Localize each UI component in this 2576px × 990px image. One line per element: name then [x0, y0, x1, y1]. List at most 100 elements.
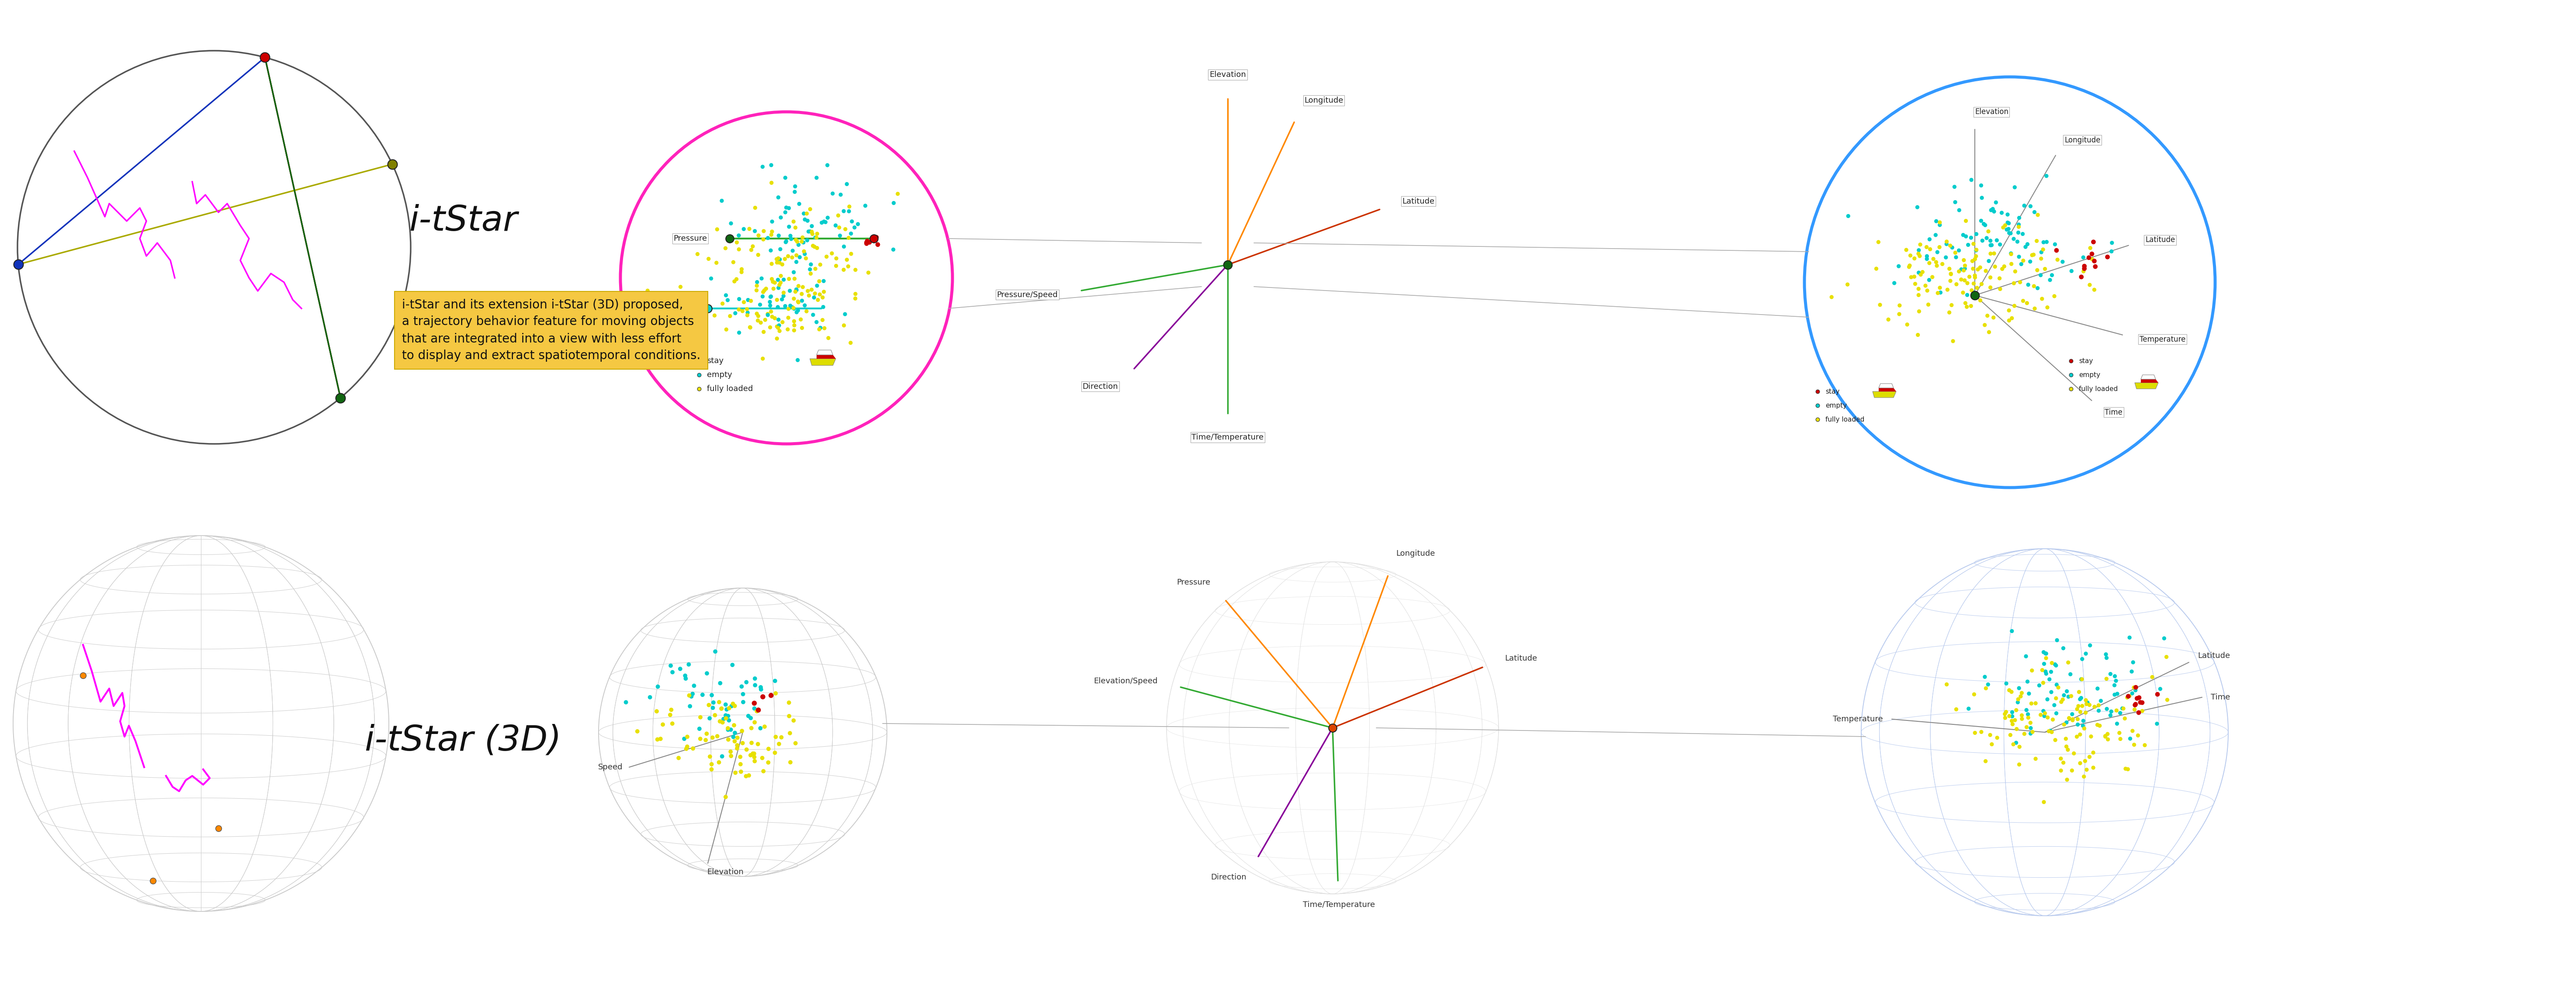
- Point: [685, 726, 726, 742]
- Point: [721, 686, 762, 702]
- Point: [719, 748, 760, 764]
- Point: [811, 186, 853, 202]
- Text: Longitude: Longitude: [2063, 137, 2099, 145]
- Point: [1971, 737, 2012, 752]
- Point: [760, 251, 801, 267]
- Point: [1798, 412, 1839, 428]
- Point: [2035, 690, 2076, 706]
- Point: [791, 218, 832, 234]
- Point: [62, 667, 103, 683]
- Point: [829, 226, 871, 242]
- Point: [778, 237, 819, 252]
- Point: [2092, 235, 2133, 250]
- Point: [711, 748, 752, 764]
- Point: [770, 298, 811, 314]
- Point: [2123, 703, 2164, 719]
- Point: [827, 251, 868, 267]
- Point: [2002, 708, 2043, 724]
- Point: [1935, 701, 1976, 717]
- Point: [2141, 681, 2182, 697]
- Point: [1899, 287, 1940, 303]
- Point: [677, 247, 719, 262]
- Point: [2025, 650, 2066, 666]
- Point: [2045, 739, 2087, 754]
- Point: [773, 264, 814, 280]
- Point: [1899, 281, 1940, 297]
- Point: [1999, 248, 2040, 264]
- Point: [2020, 250, 2061, 266]
- Point: [1968, 676, 2009, 692]
- Point: [2050, 367, 2092, 383]
- Point: [1826, 208, 1868, 224]
- Point: [742, 284, 783, 300]
- Point: [773, 271, 814, 287]
- Point: [1932, 297, 1973, 313]
- Point: [760, 254, 801, 270]
- Point: [799, 286, 840, 302]
- Point: [1986, 215, 2027, 231]
- Point: [1999, 225, 2040, 241]
- Point: [773, 313, 814, 329]
- Point: [2097, 703, 2138, 719]
- Point: [2030, 723, 2071, 739]
- Point: [1888, 259, 1929, 275]
- Point: [757, 312, 799, 328]
- Point: [2087, 646, 2128, 662]
- Point: [701, 675, 742, 691]
- Point: [672, 686, 714, 702]
- Point: [2097, 686, 2138, 702]
- Point: [2009, 198, 2050, 214]
- Point: [706, 287, 747, 303]
- Point: [2048, 654, 2089, 670]
- Point: [1896, 199, 1937, 215]
- Point: [760, 274, 801, 290]
- Point: [1996, 721, 2038, 737]
- Point: [2050, 381, 2092, 397]
- Point: [773, 323, 814, 339]
- Point: [690, 761, 732, 777]
- Point: [742, 324, 783, 340]
- Point: [1973, 246, 2014, 261]
- Text: Temperature: Temperature: [2141, 336, 2184, 344]
- Point: [806, 157, 848, 173]
- Point: [752, 274, 793, 290]
- Point: [824, 239, 866, 254]
- Point: [778, 249, 819, 265]
- Point: [2063, 249, 2105, 265]
- Point: [762, 271, 804, 287]
- Point: [693, 695, 734, 711]
- Point: [2022, 235, 2063, 250]
- Point: [2058, 717, 2099, 733]
- Point: [685, 665, 726, 681]
- Text: Elevation: Elevation: [1208, 70, 1247, 78]
- Point: [708, 732, 750, 747]
- Point: [806, 210, 848, 226]
- Point: [2002, 252, 2043, 268]
- Point: [1986, 222, 2027, 238]
- Point: [804, 321, 845, 337]
- Point: [732, 293, 773, 309]
- Point: [775, 284, 817, 300]
- Point: [2027, 300, 2069, 316]
- Point: [2069, 638, 2110, 653]
- Point: [742, 750, 783, 766]
- Point: [714, 718, 755, 734]
- Point: [1991, 246, 2032, 261]
- Point: [1798, 383, 1839, 399]
- Point: [1929, 238, 1971, 253]
- Point: [1984, 258, 2025, 274]
- Point: [726, 674, 768, 690]
- Point: [2014, 750, 2056, 766]
- Point: [796, 261, 837, 277]
- Point: [845, 198, 886, 214]
- Point: [734, 200, 775, 216]
- Point: [1919, 280, 1960, 296]
- Point: [688, 697, 729, 713]
- Point: [1989, 225, 2030, 241]
- Point: [2125, 738, 2166, 753]
- Point: [739, 721, 781, 737]
- Point: [775, 178, 817, 194]
- Point: [750, 298, 791, 314]
- Point: [1932, 240, 1973, 255]
- Point: [747, 230, 788, 246]
